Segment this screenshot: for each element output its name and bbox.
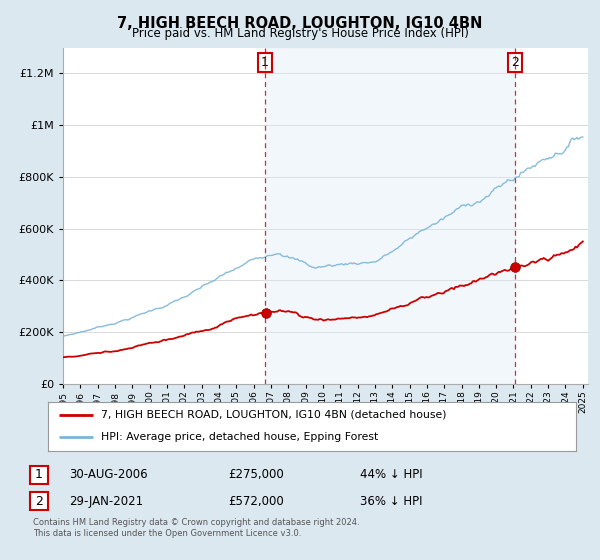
Text: 1: 1 <box>261 56 269 69</box>
Text: HPI: Average price, detached house, Epping Forest: HPI: Average price, detached house, Eppi… <box>101 432 378 442</box>
Text: 1: 1 <box>35 468 43 482</box>
Text: 2: 2 <box>511 56 519 69</box>
Text: Contains HM Land Registry data © Crown copyright and database right 2024.
This d: Contains HM Land Registry data © Crown c… <box>33 518 359 538</box>
Text: £275,000: £275,000 <box>228 468 284 482</box>
Text: 7, HIGH BEECH ROAD, LOUGHTON, IG10 4BN (detached house): 7, HIGH BEECH ROAD, LOUGHTON, IG10 4BN (… <box>101 410 446 420</box>
Text: 7, HIGH BEECH ROAD, LOUGHTON, IG10 4BN: 7, HIGH BEECH ROAD, LOUGHTON, IG10 4BN <box>118 16 482 31</box>
Text: 29-JAN-2021: 29-JAN-2021 <box>69 494 143 508</box>
Text: 30-AUG-2006: 30-AUG-2006 <box>69 468 148 482</box>
Text: 44% ↓ HPI: 44% ↓ HPI <box>360 468 422 482</box>
Text: Price paid vs. HM Land Registry's House Price Index (HPI): Price paid vs. HM Land Registry's House … <box>131 27 469 40</box>
Text: £572,000: £572,000 <box>228 494 284 508</box>
Text: 36% ↓ HPI: 36% ↓ HPI <box>360 494 422 508</box>
Bar <box>265 48 515 384</box>
Text: 2: 2 <box>35 494 43 508</box>
